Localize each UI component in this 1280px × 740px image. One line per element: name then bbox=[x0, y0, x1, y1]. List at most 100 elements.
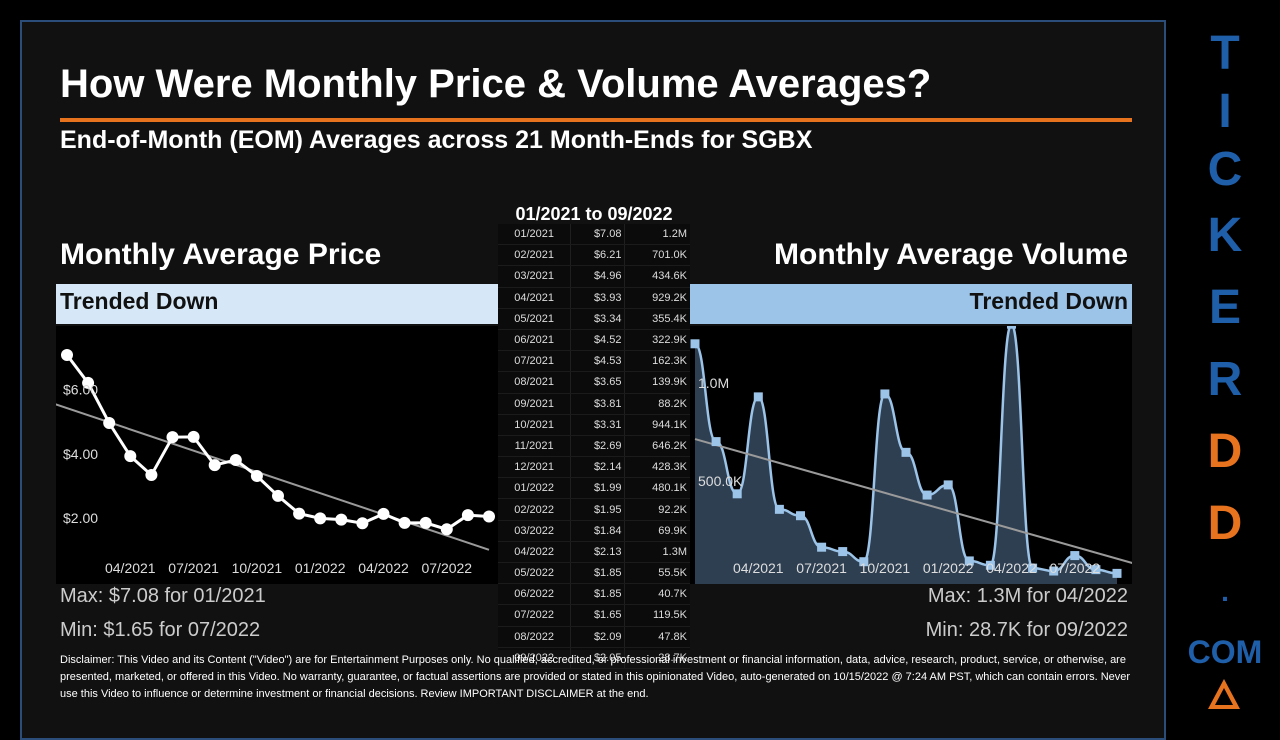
price-cell: $1.85 bbox=[570, 583, 626, 606]
price-point bbox=[187, 430, 200, 443]
brand-letter: K bbox=[1207, 209, 1243, 262]
table-row: 11/2021 $2.69 646.2K bbox=[498, 435, 690, 458]
title-divider bbox=[60, 118, 1132, 122]
price-cell: $2.05 bbox=[570, 647, 626, 669]
volume-cell: 944.1K bbox=[624, 414, 690, 436]
volume-cell: 646.2K bbox=[624, 435, 690, 458]
price-trend-label: Trended Down bbox=[60, 288, 219, 314]
brand-letter: R bbox=[1207, 353, 1243, 406]
price-cell: $4.53 bbox=[570, 350, 626, 373]
price-cell: $1.84 bbox=[570, 520, 626, 542]
price-cell: $3.65 bbox=[570, 371, 626, 394]
table-row: 05/2022 $1.85 55.5K bbox=[498, 562, 690, 585]
volume-point bbox=[859, 557, 869, 567]
price-cell: $4.96 bbox=[570, 265, 626, 288]
price-point bbox=[419, 516, 432, 529]
price-cell: $2.09 bbox=[570, 626, 626, 648]
price-point bbox=[483, 510, 495, 523]
price-cell: $3.81 bbox=[570, 393, 626, 415]
price-cell: $2.69 bbox=[570, 435, 626, 458]
volume-point bbox=[1112, 568, 1122, 578]
disclaimer-text: Disclaimer: This Video and its Content (… bbox=[60, 654, 1131, 700]
volume-trend-label: Trended Down bbox=[969, 288, 1128, 314]
price-max: Max: $7.08 for 01/2021 bbox=[60, 585, 266, 607]
page-title: How Were Monthly Price & Volume Averages… bbox=[60, 62, 932, 106]
month-cell: 05/2022 bbox=[498, 562, 572, 585]
volume-cell: 40.7K bbox=[624, 583, 690, 606]
brand-com: COM bbox=[1187, 634, 1263, 670]
date-range: 01/2021 to 09/2022 bbox=[515, 204, 673, 224]
volume-point bbox=[880, 389, 890, 399]
price-point bbox=[440, 523, 453, 536]
volume-point bbox=[1049, 566, 1059, 576]
page-subtitle: End-of-Month (EOM) Averages across 21 Mo… bbox=[60, 126, 813, 154]
volume-trend-band: Trended Down bbox=[690, 284, 1132, 324]
table-row: 09/2022 $2.05 28.7K bbox=[498, 647, 690, 669]
price-cell: $2.14 bbox=[570, 456, 626, 479]
volume-cell: 434.6K bbox=[624, 265, 690, 288]
price-x-tick: 07/2022 bbox=[421, 560, 472, 576]
volume-x-tick: 01/2022 bbox=[923, 560, 974, 576]
month-cell: 01/2021 bbox=[498, 224, 572, 246]
month-cell: 03/2022 bbox=[498, 520, 572, 542]
price-point bbox=[461, 509, 474, 522]
month-cell: 04/2022 bbox=[498, 541, 572, 564]
table-row: 01/2021 $7.08 1.2M bbox=[498, 224, 690, 246]
price-x-tick: 07/2021 bbox=[168, 560, 219, 576]
table-row: 10/2021 $3.31 944.1K bbox=[498, 414, 690, 436]
table-row: 12/2021 $2.14 428.3K bbox=[498, 456, 690, 479]
price-point bbox=[229, 453, 242, 466]
price-point bbox=[377, 507, 390, 520]
price-cell: $1.85 bbox=[570, 562, 626, 585]
table-row: 06/2021 $4.52 322.9K bbox=[498, 329, 690, 352]
month-cell: 03/2021 bbox=[498, 265, 572, 288]
table-row: 04/2021 $3.93 929.2K bbox=[498, 287, 690, 309]
volume-point bbox=[1091, 565, 1101, 575]
volume-cell: 929.2K bbox=[624, 287, 690, 309]
month-cell: 06/2022 bbox=[498, 583, 572, 606]
price-point bbox=[208, 459, 221, 472]
month-cell: 02/2021 bbox=[498, 244, 572, 267]
volume-x-tick: 04/2022 bbox=[986, 560, 1037, 576]
volume-cell: 701.0K bbox=[624, 244, 690, 267]
volume-point bbox=[774, 504, 784, 514]
volume-point bbox=[1028, 563, 1038, 573]
price-point bbox=[166, 431, 179, 444]
volume-point bbox=[796, 511, 805, 521]
volume-cell: 322.9K bbox=[624, 329, 690, 352]
volume-point bbox=[901, 447, 911, 457]
volume-chart: 1.0M 500.0K 04/2021 07/2021 10/2021 01/2022 04… bbox=[690, 319, 1139, 584]
price-point bbox=[314, 512, 327, 525]
month-cell: 10/2021 bbox=[498, 414, 572, 436]
price-point bbox=[293, 507, 306, 520]
volume-cell: 139.9K bbox=[624, 371, 690, 394]
brand-letter: C bbox=[1207, 143, 1243, 196]
volume-x-tick: 10/2021 bbox=[860, 560, 911, 576]
volume-point bbox=[1070, 551, 1080, 561]
volume-point bbox=[943, 480, 953, 490]
month-cell: 08/2022 bbox=[498, 626, 572, 648]
table-row: 03/2022 $1.84 69.9K bbox=[498, 520, 690, 542]
table-row: 07/2021 $4.53 162.3K bbox=[498, 350, 690, 373]
table-row: 08/2022 $2.09 47.8K bbox=[498, 626, 690, 648]
price-cell: $3.34 bbox=[570, 308, 626, 330]
price-y-tick: $6.00 bbox=[63, 382, 98, 398]
table-row: 06/2022 $1.85 40.7K bbox=[498, 583, 690, 606]
price-x-tick: 04/2022 bbox=[358, 560, 409, 576]
volume-point bbox=[1007, 319, 1016, 329]
volume-cell: 428.3K bbox=[624, 456, 690, 479]
volume-point bbox=[711, 437, 721, 447]
month-cell: 07/2022 bbox=[498, 604, 572, 627]
price-point bbox=[335, 513, 348, 526]
month-cell: 05/2021 bbox=[498, 308, 572, 330]
volume-cell: 1.2M bbox=[624, 224, 690, 246]
price-cell: $4.52 bbox=[570, 329, 626, 352]
price-point bbox=[82, 376, 95, 389]
volume-chart-svg: 1.0M 500.0K 04/2021 07/2021 10/2021 01/2022 04… bbox=[690, 319, 1139, 584]
volume-cell: 92.2K bbox=[624, 498, 690, 521]
price-cell: $1.99 bbox=[570, 477, 626, 500]
volume-point bbox=[985, 560, 995, 570]
price-x-tick: 01/2022 bbox=[295, 560, 346, 576]
price-cell: $1.65 bbox=[570, 604, 626, 627]
volume-cell: 55.5K bbox=[624, 562, 690, 585]
